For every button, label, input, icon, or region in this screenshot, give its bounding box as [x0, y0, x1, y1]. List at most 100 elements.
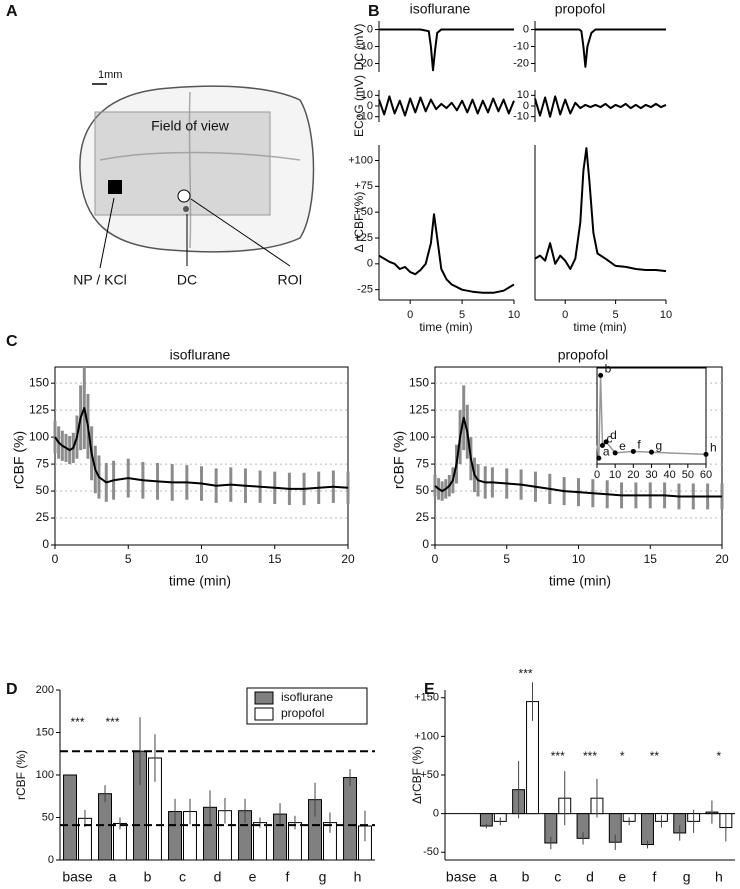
legend-swatch	[254, 691, 274, 705]
y-axis-label: rCBF (%)	[391, 431, 407, 489]
y-axis-label: rCBF (%)	[11, 431, 27, 489]
x-tick-label: f	[652, 869, 656, 885]
arrow	[190, 198, 291, 267]
y-tick-label: 0	[422, 537, 429, 551]
y-tick-label: 200	[36, 684, 54, 696]
data-line	[534, 147, 667, 273]
x-tick-label: base	[446, 869, 477, 885]
bar	[641, 813, 654, 846]
data-line	[534, 95, 667, 118]
point	[630, 448, 636, 454]
scale-label: 1mm	[98, 69, 122, 81]
data-line	[434, 416, 722, 498]
site-label: NP / KCl	[73, 272, 126, 288]
x-axis-label: time (min)	[549, 573, 611, 589]
x-tick-label: 10	[508, 309, 520, 321]
y-tick-label: +50	[420, 769, 439, 781]
y-tick-label: 125	[29, 402, 49, 416]
x-tick-label: a	[489, 869, 497, 885]
y-tick-label: -10	[513, 111, 529, 123]
y-tick-label: 25	[36, 510, 50, 524]
bar	[63, 774, 77, 861]
x-tick-label: 5	[503, 552, 510, 566]
y-tick-label: 0	[48, 854, 54, 866]
plot-frame	[596, 367, 707, 465]
x-tick-label: b	[144, 869, 152, 885]
x-tick-label: 10	[572, 552, 586, 566]
data-line	[54, 407, 349, 490]
y-tick-label: +75	[354, 180, 373, 192]
x-tick-label: 10	[195, 552, 209, 566]
y-tick-label: +100	[348, 154, 373, 166]
data-line	[378, 213, 515, 294]
bar	[98, 793, 113, 861]
chart-title: isoflurane	[410, 1, 471, 17]
y-tick-label: 150	[409, 375, 429, 389]
x-tick-label: 30	[645, 469, 657, 481]
significance: ***	[583, 749, 597, 763]
roi-marker	[177, 189, 191, 203]
y-tick-label: 75	[416, 456, 430, 470]
point	[703, 451, 709, 457]
dc-electrode	[183, 206, 189, 212]
x-tick-label: 40	[664, 469, 676, 481]
panel-label: C	[6, 333, 18, 350]
legend-label: propofol	[281, 706, 324, 720]
bar	[253, 822, 267, 861]
x-tick-label: base	[62, 869, 93, 885]
field-label: Field of view	[151, 118, 230, 134]
x-tick-label: 0	[407, 309, 413, 321]
point-label: h	[710, 441, 717, 455]
point-label: a	[603, 444, 610, 458]
site-label: ROI	[278, 272, 303, 288]
x-tick-label: 0	[594, 469, 600, 481]
x-tick-label: d	[214, 869, 222, 885]
point-label: g	[656, 438, 663, 452]
x-tick-label: e	[249, 869, 257, 885]
x-tick-label: g	[319, 869, 327, 885]
legend-swatch	[254, 707, 274, 721]
x-tick-label: h	[354, 869, 362, 885]
y-tick-label: 0	[367, 258, 373, 270]
y-tick-label: 10	[361, 89, 373, 101]
point-label: c	[606, 432, 612, 446]
y-tick-label: 0	[433, 808, 439, 820]
point-label: d	[610, 428, 617, 442]
panel-label: A	[6, 3, 18, 20]
y-tick-label: -10	[357, 111, 373, 123]
panel-label: B	[368, 3, 380, 20]
point	[612, 450, 618, 456]
x-tick-label: b	[522, 869, 530, 885]
y-tick-label: 150	[36, 726, 54, 738]
x-tick-label: c	[179, 869, 186, 885]
point-label: b	[605, 362, 612, 376]
y-tick-label: -20	[357, 57, 373, 69]
y-tick-label: 0	[523, 100, 529, 112]
site-label: DC	[177, 272, 197, 288]
y-tick-label: 0	[367, 100, 373, 112]
arrow	[99, 197, 115, 269]
significance: ***	[70, 715, 84, 729]
suture	[99, 91, 301, 249]
y-axis-label: rCBF (%)	[14, 750, 28, 800]
x-tick-label: 15	[644, 552, 658, 566]
y-tick-label: +150	[414, 692, 439, 704]
x-tick-label: d	[586, 869, 594, 885]
legend-label: isoflurane	[281, 690, 333, 704]
data-line	[378, 95, 515, 117]
y-tick-label: +100	[414, 730, 439, 742]
y-axis-label: ΔrCBF (%)	[410, 746, 424, 804]
y-tick-label: 100	[29, 429, 49, 443]
x-tick-label: 10	[660, 309, 672, 321]
y-tick-label: 0	[42, 537, 49, 551]
y-tick-label: -10	[357, 40, 373, 52]
chart-title: isoflurane	[170, 347, 231, 363]
data-line	[535, 28, 666, 68]
x-tick-label: 5	[613, 309, 619, 321]
data-line	[379, 28, 514, 72]
y-axis-label: ECoG (mV)	[352, 75, 366, 137]
x-tick-label: c	[554, 869, 561, 885]
x-tick-label: 5	[125, 552, 132, 566]
x-tick-label: 50	[682, 469, 694, 481]
y-tick-label: -20	[513, 57, 529, 69]
